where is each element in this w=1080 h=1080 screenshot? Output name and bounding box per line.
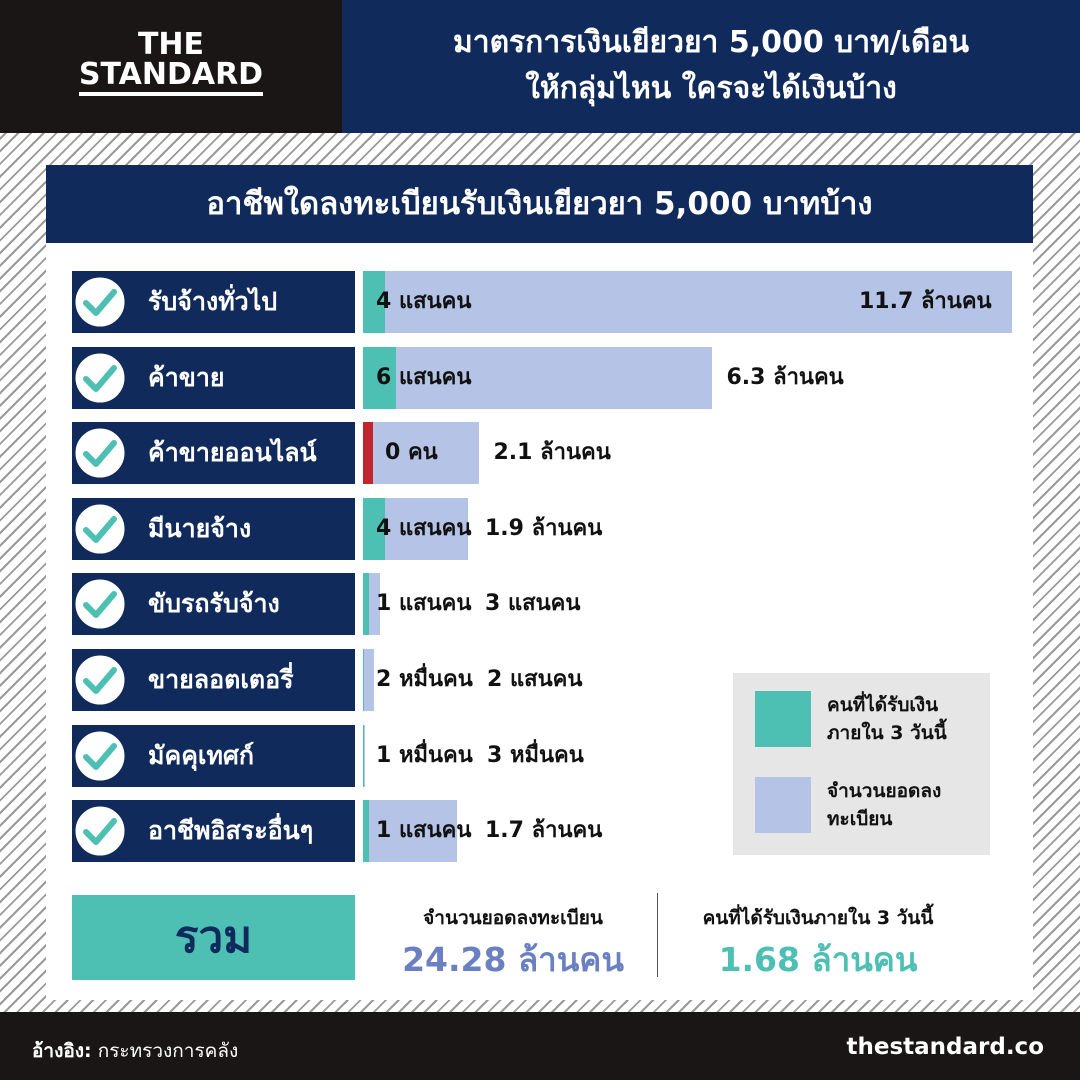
registered-label: 1.7 ล้านคน — [485, 818, 603, 844]
total-item: จำนวนยอดลงทะเบียน 24.28 ล้านคน — [373, 903, 653, 986]
check-icon — [72, 728, 128, 784]
paid-bar — [363, 422, 373, 485]
brand: THE STANDARD — [0, 0, 342, 133]
check-icon — [72, 274, 128, 330]
brand-line: THE — [137, 27, 205, 62]
check — [72, 501, 128, 557]
registered-bar — [363, 271, 1012, 333]
check-icon — [72, 652, 128, 708]
footer: อ้างอิง: กระทรวงการคลัง thestandard.co — [0, 1012, 1080, 1080]
category-label: ค้าขาย — [72, 346, 355, 409]
registered-label: 1.9 ล้านคน — [485, 515, 603, 541]
divider — [657, 893, 658, 977]
registered-bar — [363, 724, 365, 787]
check — [72, 274, 128, 330]
check-icon — [72, 803, 128, 859]
registered-label: 2.1 ล้านคน — [493, 440, 611, 466]
check-icon — [72, 350, 128, 406]
check — [72, 652, 128, 708]
total-item-label: จำนวนยอดลงทะเบียน — [423, 907, 603, 929]
registered-label: 6.3 ล้านคน — [726, 364, 844, 390]
source-name: กระทรวงการคลัง — [97, 1040, 239, 1062]
paid-label: 4 แสนคน — [376, 515, 472, 541]
paid-bar — [363, 271, 386, 333]
registered-label: 3 แสนคน — [485, 591, 581, 617]
category-label: มีนายจ้าง — [72, 497, 355, 560]
legend-swatch — [755, 777, 811, 833]
source: อ้างอิง: กระทรวงการคลัง — [32, 1036, 238, 1066]
registered-label: 2 แสนคน — [487, 667, 583, 692]
legend-swatch — [755, 691, 811, 747]
paid-bar — [363, 346, 397, 409]
total-item-value: 1.68 ล้านคน — [718, 940, 918, 979]
legend: คนที่ได้รับเงินภายใน 3 วันนี้จำนวนยอดลงท… — [733, 673, 990, 855]
check — [72, 576, 128, 632]
paid-label: 1 แสนคน — [376, 818, 472, 844]
title-line: ให้กลุ่มไหน ใครจะได้เงินบ้าง — [525, 71, 897, 106]
check — [72, 803, 128, 859]
title-line: มาตรการเงินเยียวยา 5,000 บาท/เดือน — [452, 25, 970, 60]
check-icon — [72, 576, 128, 632]
registered-bar — [363, 422, 480, 485]
category-label: อาชีพอิสระอื่นๆ — [72, 800, 355, 863]
paid-label: 2 หมื่นคน — [376, 667, 473, 692]
total-item: คนที่ได้รับเงินภายใน 3 วันนี้ 1.68 ล้านค… — [668, 903, 968, 986]
paid-label: 1 แสนคน — [376, 591, 472, 617]
legend-label: คนที่ได้รับเงินภายใน 3 วันนี้ — [827, 694, 947, 744]
total-label: รวม — [72, 895, 355, 980]
brand-line: STANDARD — [78, 60, 264, 96]
check — [72, 350, 128, 406]
paid-label: 0 คน — [385, 440, 438, 466]
paid-bar — [363, 724, 364, 787]
paid-bar — [363, 573, 369, 636]
paid-label: 1 หมื่นคน — [376, 742, 473, 768]
paid-bar — [363, 649, 365, 711]
registered-bar — [363, 649, 375, 711]
header-title: มาตรการเงินเยียวยา 5,000 บาท/เดือน ให้กล… — [342, 0, 1080, 133]
chart-title: อาชีพใดลงทะเบียนรับเงินเยียวยา 5,000 บาท… — [46, 165, 1033, 243]
total-item-value: 24.28 ล้านคน — [402, 940, 624, 979]
source-label: อ้างอิง: — [32, 1040, 92, 1062]
check — [72, 425, 128, 481]
paid-bar — [363, 497, 386, 560]
registered-bar — [363, 346, 713, 409]
check — [72, 728, 128, 784]
registered-label: 3 หมื่นคน — [487, 742, 584, 768]
legend-label: จำนวนยอดลงทะเบียน — [827, 780, 942, 830]
check-icon — [72, 425, 128, 481]
check-icon — [72, 501, 128, 557]
total-item-label: คนที่ได้รับเงินภายใน 3 วันนี้ — [702, 907, 934, 929]
paid-label: 4 แสนคน — [376, 289, 472, 314]
site: thestandard.co — [846, 1034, 1044, 1060]
registered-label: 11.7 ล้านคน — [859, 289, 992, 314]
registered-bar — [363, 800, 458, 863]
paid-label: 6 แสนคน — [376, 364, 472, 390]
paid-bar — [363, 800, 369, 863]
